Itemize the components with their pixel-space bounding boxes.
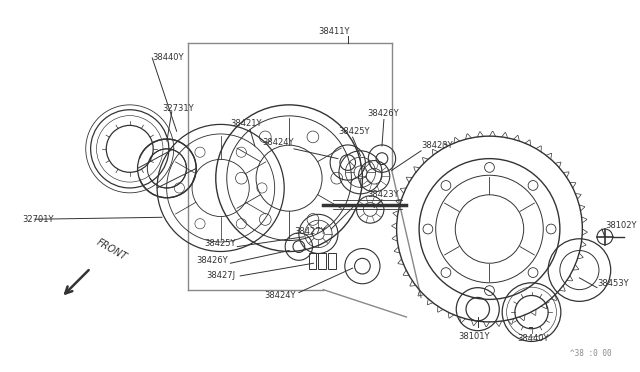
Text: 38423Y: 38423Y	[421, 141, 452, 150]
Text: 38453Y: 38453Y	[597, 279, 628, 288]
Text: 38440Y: 38440Y	[517, 334, 548, 343]
Bar	[319, 253, 326, 269]
Text: 38411Y: 38411Y	[319, 27, 350, 36]
Text: 32701Y: 32701Y	[22, 215, 54, 224]
Text: 38427J: 38427J	[206, 272, 235, 280]
Text: 38425Y: 38425Y	[204, 239, 236, 248]
Text: 38424Y: 38424Y	[262, 138, 294, 147]
Text: 38423Y: 38423Y	[367, 190, 399, 199]
Text: 38102Y: 38102Y	[605, 221, 636, 230]
Text: 38421Y: 38421Y	[230, 119, 262, 128]
Text: FRONT: FRONT	[95, 237, 129, 262]
Bar	[328, 253, 336, 269]
Text: 38426Y: 38426Y	[367, 109, 399, 118]
Text: 32731Y: 32731Y	[162, 104, 194, 113]
Text: ^38 :0 00: ^38 :0 00	[570, 349, 612, 358]
Bar	[308, 253, 316, 269]
Text: 38427Y: 38427Y	[294, 227, 326, 237]
Text: 38425Y: 38425Y	[338, 127, 369, 136]
Text: 38424Y: 38424Y	[265, 291, 296, 300]
Text: 38426Y: 38426Y	[196, 256, 228, 265]
Text: 38101Y: 38101Y	[458, 332, 490, 341]
Text: 38440Y: 38440Y	[152, 54, 184, 62]
